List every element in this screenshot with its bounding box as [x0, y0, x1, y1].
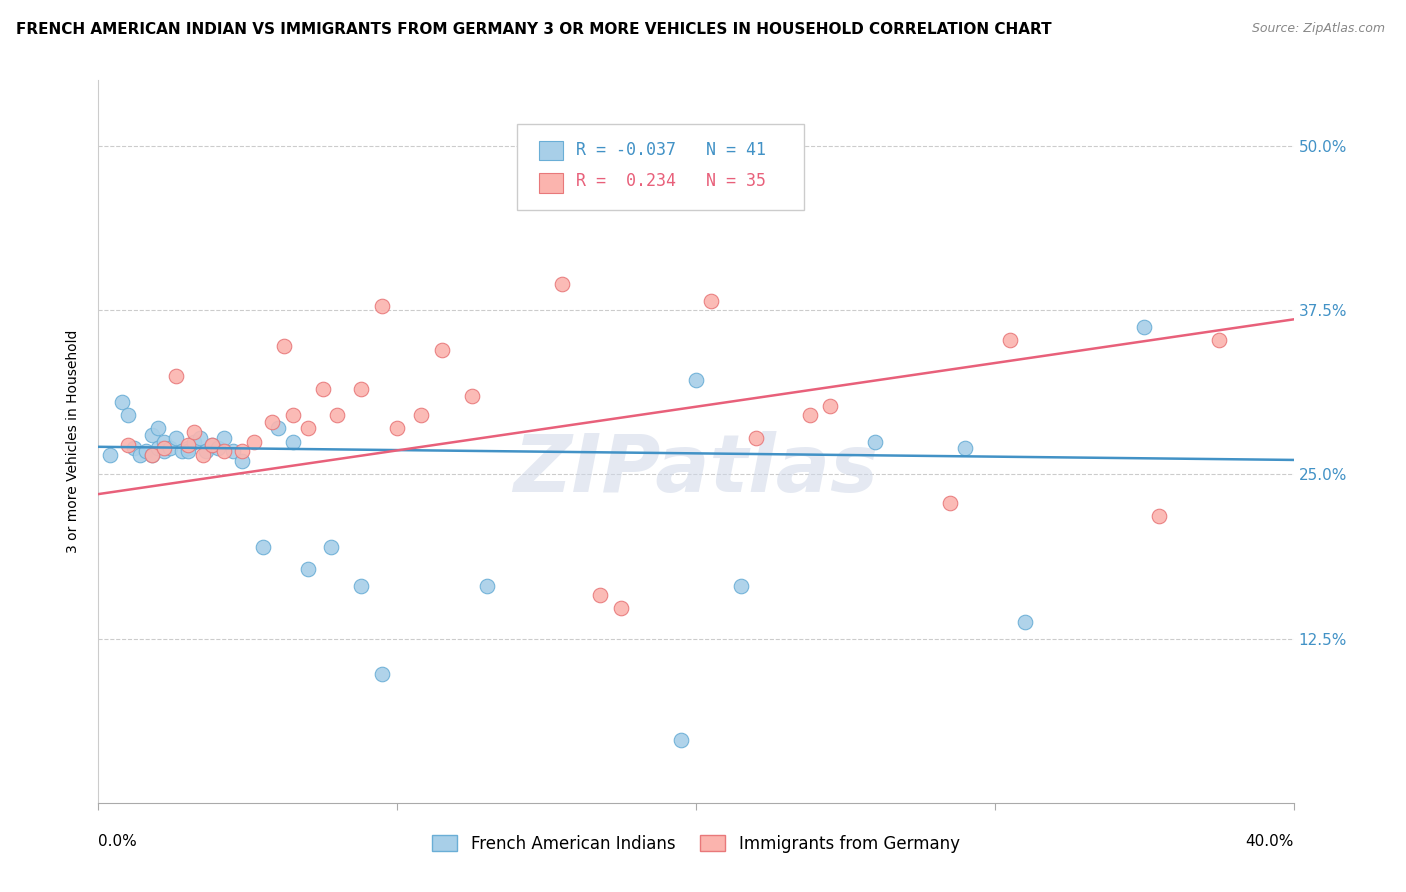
Point: [371, 667, 394, 681]
FancyBboxPatch shape: [540, 173, 564, 193]
Text: 0.0%: 0.0%: [98, 834, 138, 849]
Point: [153, 441, 176, 455]
Point: [939, 496, 962, 510]
Point: [124, 441, 146, 455]
Point: [207, 441, 229, 455]
Point: [311, 382, 333, 396]
Point: [231, 443, 253, 458]
Point: [212, 443, 235, 458]
Point: [321, 540, 343, 554]
Point: [865, 434, 887, 449]
Point: [998, 334, 1021, 348]
Text: R =  0.234   N = 35: R = 0.234 N = 35: [576, 172, 766, 190]
Point: [350, 579, 373, 593]
Point: [1133, 320, 1156, 334]
Text: Source: ZipAtlas.com: Source: ZipAtlas.com: [1251, 22, 1385, 36]
Point: [222, 443, 245, 458]
Point: [297, 421, 319, 435]
Point: [1147, 509, 1170, 524]
Text: R = -0.037   N = 41: R = -0.037 N = 41: [576, 141, 766, 159]
Point: [669, 732, 692, 747]
Point: [111, 395, 134, 409]
Point: [201, 438, 224, 452]
Text: ZIPatlas: ZIPatlas: [513, 432, 879, 509]
Point: [430, 343, 453, 357]
Point: [589, 588, 612, 602]
Point: [159, 441, 181, 455]
Text: FRENCH AMERICAN INDIAN VS IMMIGRANTS FROM GERMANY 3 OR MORE VEHICLES IN HOUSEHOL: FRENCH AMERICAN INDIAN VS IMMIGRANTS FRO…: [17, 22, 1052, 37]
Point: [550, 277, 572, 291]
Point: [745, 431, 768, 445]
Point: [153, 434, 176, 449]
FancyBboxPatch shape: [517, 124, 804, 211]
Point: [177, 438, 200, 452]
Point: [1208, 334, 1230, 348]
Point: [141, 428, 163, 442]
Point: [183, 434, 205, 449]
Point: [195, 443, 218, 458]
Point: [461, 388, 484, 402]
Point: [252, 540, 274, 554]
Point: [177, 443, 200, 458]
Point: [267, 421, 290, 435]
Point: [117, 438, 139, 452]
Point: [201, 438, 224, 452]
Point: [820, 399, 842, 413]
Point: [475, 579, 498, 593]
Text: 40.0%: 40.0%: [1246, 834, 1294, 849]
Point: [745, 181, 768, 195]
Point: [117, 409, 139, 423]
Point: [273, 338, 295, 352]
Point: [411, 409, 433, 423]
Point: [141, 448, 163, 462]
Y-axis label: 3 or more Vehicles in Household: 3 or more Vehicles in Household: [66, 330, 80, 553]
Point: [177, 441, 200, 455]
Point: [953, 441, 976, 455]
Point: [165, 431, 187, 445]
Point: [799, 409, 821, 423]
Point: [685, 373, 707, 387]
Point: [129, 448, 152, 462]
Point: [281, 434, 304, 449]
Point: [148, 421, 170, 435]
Point: [141, 448, 163, 462]
Point: [98, 448, 122, 462]
Point: [172, 443, 194, 458]
Point: [231, 454, 253, 468]
Point: [385, 421, 409, 435]
Point: [350, 382, 373, 396]
Point: [700, 293, 723, 308]
FancyBboxPatch shape: [540, 141, 564, 161]
Point: [148, 441, 170, 455]
Point: [610, 601, 633, 615]
Legend: French American Indians, Immigrants from Germany: French American Indians, Immigrants from…: [426, 828, 966, 860]
Point: [165, 368, 187, 383]
Point: [281, 409, 304, 423]
Point: [191, 448, 214, 462]
Point: [188, 431, 211, 445]
Point: [730, 579, 752, 593]
Point: [371, 299, 394, 313]
Point: [297, 562, 319, 576]
Point: [212, 431, 235, 445]
Point: [1014, 615, 1036, 629]
Point: [153, 443, 176, 458]
Point: [260, 415, 283, 429]
Point: [135, 443, 157, 458]
Point: [243, 434, 266, 449]
Point: [183, 425, 205, 440]
Point: [326, 409, 349, 423]
